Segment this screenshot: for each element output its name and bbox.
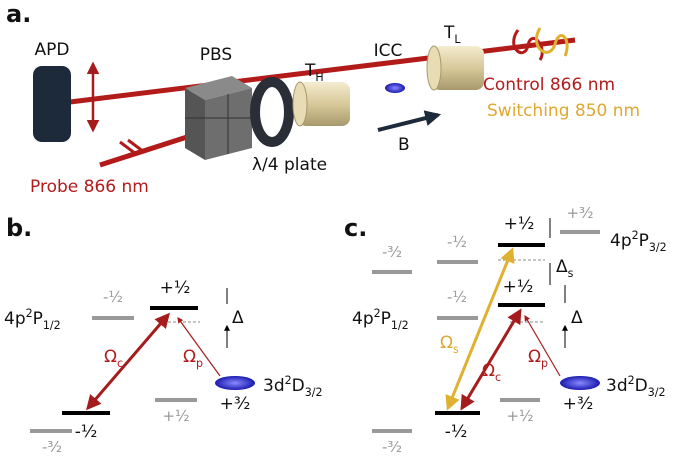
omega-p-label-main: Ω xyxy=(183,347,196,367)
omega-c-label-sub: c xyxy=(495,371,501,384)
level-label-mid: P xyxy=(381,309,391,329)
level-label: 4p2P1/2 xyxy=(352,307,409,332)
probe-label: Probe 866 nm xyxy=(30,177,149,197)
sublevel-label: -³⁄₂ xyxy=(382,243,402,261)
omega-c-label-main: Ω xyxy=(104,347,117,367)
panel-label: a. xyxy=(6,0,31,28)
icc xyxy=(385,83,405,93)
omega-p-label-sub: p xyxy=(196,357,203,370)
omega-c-label-main: Ω xyxy=(482,361,495,381)
delta-s-label: Δs xyxy=(556,257,574,280)
sublevel-label: -½ xyxy=(447,288,467,306)
t-h-label: TH xyxy=(304,61,324,84)
omega-c-label: Ωc xyxy=(482,361,501,384)
energy-levels xyxy=(30,218,600,431)
sublevel-label: +³⁄₂ xyxy=(566,204,593,222)
t-l-label: TL xyxy=(443,23,461,46)
t-l-label-sub: L xyxy=(454,33,461,46)
level-label: 3d2D3/2 xyxy=(263,374,323,399)
level-label-sup: 2 xyxy=(628,374,635,387)
b-arrow xyxy=(378,115,438,130)
sublevel-label: -½ xyxy=(75,422,98,442)
switching-transition xyxy=(448,250,512,408)
sublevel-label: +½ xyxy=(160,278,191,298)
level-label-sub: 3/2 xyxy=(649,241,667,254)
t-h-label-sub: H xyxy=(315,71,323,84)
sublevel-label: -½ xyxy=(445,422,468,442)
delta-arrows xyxy=(550,218,565,348)
level-label-sub: 1/2 xyxy=(391,319,409,332)
level-label-main: 4p xyxy=(610,231,632,251)
sublevel-label: +½ xyxy=(503,277,534,297)
level-label-sub: 3/2 xyxy=(305,386,323,399)
level-label-sup: 2 xyxy=(285,374,292,387)
omega-s-label-sub: s xyxy=(453,343,459,356)
t-h xyxy=(293,82,350,126)
sublevel-label: -½ xyxy=(103,288,123,306)
level-label-mid: P xyxy=(639,231,649,251)
sublevel-label: -³⁄₂ xyxy=(42,438,62,456)
omega-p-label: Ωp xyxy=(183,347,203,370)
level-label: 4p2P3/2 xyxy=(610,229,667,254)
population xyxy=(560,376,600,390)
panel-label: b. xyxy=(6,214,32,242)
omega-c-label-sub: c xyxy=(117,357,123,370)
population xyxy=(215,376,255,390)
sublevel-label: +³⁄₂ xyxy=(220,394,251,414)
level-label-main: 4p xyxy=(352,309,374,329)
apd-label: APD xyxy=(35,40,70,60)
omega-p-label-sub: p xyxy=(541,357,548,370)
waveplate xyxy=(255,82,289,142)
level-label-mid: P xyxy=(33,309,43,329)
figure: a.APDPBSTHICCTLControl 866 nmSwitching 8… xyxy=(0,0,681,459)
t-l-label-main: T xyxy=(443,23,455,43)
pbs-label: PBS xyxy=(200,45,232,65)
panel-a xyxy=(33,28,575,165)
level-label-mid: D xyxy=(292,376,305,396)
level-label-sup: 2 xyxy=(26,307,33,320)
sublevel-label: +½ xyxy=(504,214,535,234)
level-label-sub: 3/2 xyxy=(648,386,666,399)
icc-label: ICC xyxy=(374,41,403,61)
level-label-main: 3d xyxy=(263,376,285,396)
t-l xyxy=(427,46,484,90)
level-label-mid: D xyxy=(635,376,648,396)
level-label-sup: 2 xyxy=(632,229,639,242)
sublevel-label: -³⁄₂ xyxy=(382,438,402,456)
waveplate-label: λ/4 plate xyxy=(252,155,327,175)
apd xyxy=(33,66,71,142)
switching-label: Switching 850 nm xyxy=(487,101,640,121)
sublevel-label: +³⁄₂ xyxy=(563,394,594,414)
pbs xyxy=(185,76,252,160)
level-label-sup: 2 xyxy=(374,307,381,320)
level-label-main: 3d xyxy=(606,376,628,396)
control-transition xyxy=(462,311,520,408)
delta-label: Δ xyxy=(232,308,244,328)
sublevel-label: -½ xyxy=(447,233,467,251)
t-h-label-main: T xyxy=(304,61,316,81)
delta-s-label-sub: s xyxy=(568,267,574,280)
sublevel-label: +½ xyxy=(162,407,189,425)
omega-p-label-main: Ω xyxy=(528,347,541,367)
level-label-sub: 1/2 xyxy=(43,319,61,332)
omega-c-label: Ωc xyxy=(104,347,123,370)
control-transition xyxy=(88,315,168,408)
omega-s-label: Ωs xyxy=(440,333,459,356)
omega-s-label-main: Ω xyxy=(440,333,453,353)
delta-s-label-main: Δ xyxy=(556,257,568,277)
delta-label: Δ xyxy=(571,308,583,328)
panel-label: c. xyxy=(344,214,367,242)
level-label-main: 4p xyxy=(4,309,26,329)
level-label: 4p2P1/2 xyxy=(4,307,61,332)
control-label: Control 866 nm xyxy=(483,75,615,95)
sublevel-label: +½ xyxy=(506,407,533,425)
level-label: 3d2D3/2 xyxy=(606,374,666,399)
b-label: B xyxy=(398,135,410,155)
